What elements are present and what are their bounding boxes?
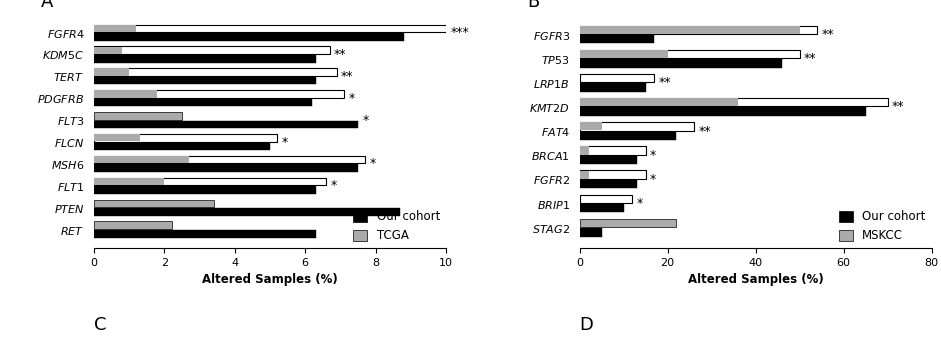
Bar [94,134,140,141]
Text: **: ** [892,100,904,113]
Bar [94,178,165,185]
Bar [580,50,668,58]
Bar [580,195,632,203]
Bar [94,68,337,76]
Bar [94,47,330,54]
Bar [580,219,677,227]
Bar [94,112,182,120]
Bar [580,98,738,106]
Bar [580,146,646,155]
Bar [580,228,601,237]
Bar [580,122,601,131]
Bar [580,156,637,164]
Text: *: * [650,149,656,162]
Bar [580,59,782,68]
Bar [94,99,312,106]
Bar [580,26,800,34]
Bar [580,98,887,106]
Bar [94,55,316,63]
Legend: Our cohort, TCGA: Our cohort, TCGA [353,210,440,242]
Bar [94,33,404,41]
Bar [94,90,157,98]
Bar [580,83,646,92]
Text: *: * [369,158,375,170]
Text: ***: *** [450,26,469,39]
Text: **: ** [334,48,346,61]
Bar [94,47,122,54]
Bar [580,50,668,58]
X-axis label: Altered Samples (%): Altered Samples (%) [202,273,338,286]
Bar [580,132,677,140]
Bar [580,74,655,82]
Bar [94,142,270,150]
Text: A: A [41,0,54,11]
Bar [580,98,738,106]
Text: *: * [330,179,337,192]
Bar [94,156,365,163]
Bar [94,164,358,172]
Text: C: C [94,316,106,334]
Bar [94,156,189,163]
Bar [94,199,214,207]
Bar [94,222,171,229]
Text: **: ** [804,52,817,65]
Text: **: ** [342,70,354,83]
Bar [94,68,129,76]
Bar [580,170,588,179]
Bar [94,47,122,54]
Text: **: ** [698,125,710,138]
Bar [94,25,136,32]
Text: B: B [527,0,539,11]
Bar [580,170,646,179]
Bar [94,178,327,186]
Bar [94,68,129,76]
Text: *: * [281,135,288,148]
Bar [580,122,601,131]
Bar [94,230,316,238]
Bar [580,107,866,116]
Bar [94,186,316,194]
Legend: Our cohort, MSKCC: Our cohort, MSKCC [838,210,926,242]
Bar [94,156,189,163]
Text: **: ** [659,76,671,89]
X-axis label: Altered Samples (%): Altered Samples (%) [688,273,823,286]
Text: *: * [362,114,369,127]
Bar [94,178,165,186]
Bar [94,25,136,32]
Text: *: * [650,173,656,186]
Bar [94,77,316,84]
Bar [94,134,140,142]
Bar [580,180,637,188]
Bar [94,90,344,98]
Text: D: D [580,316,594,334]
Bar [580,35,655,43]
Bar [580,50,800,58]
Bar [94,208,400,216]
Bar [580,146,588,155]
Bar [580,146,588,155]
Text: *: * [637,197,643,210]
Bar [580,26,800,34]
Text: *: * [348,92,355,105]
Bar [94,134,277,142]
Bar [580,122,694,131]
Text: **: ** [821,28,834,41]
Bar [94,121,358,128]
Bar [94,25,446,32]
Bar [580,26,817,34]
Bar [580,170,588,179]
Bar [580,204,624,212]
Bar [94,90,157,98]
